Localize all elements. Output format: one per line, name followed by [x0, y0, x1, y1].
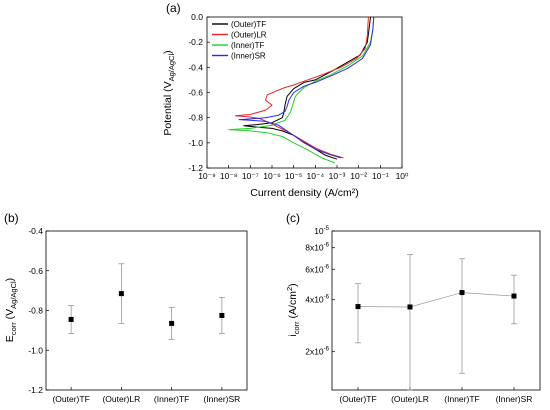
panel-a-legend-label: (Inner)TF: [231, 41, 264, 50]
panel-a-legend: (Outer)TF (Outer)LR(Inner)TF (Inner)SR: [212, 20, 267, 61]
panel-c-data-point: [407, 304, 413, 310]
panel-a-x-tick-label: 10⁻⁴: [307, 171, 325, 181]
panel-c-x-tick-label: (Inner)TF: [444, 394, 479, 404]
panel-a-series-line: [228, 16, 375, 164]
panel-b-data-point: [219, 312, 225, 318]
panel-a-label: (a): [166, 1, 181, 15]
panel-c-y-tick-label: 2x10-6: [305, 347, 329, 357]
panel-a-y-tick-label: -0.4: [188, 62, 203, 72]
panel-c-x-ticks: (Outer)TF (Outer)LR (Inner)TF (Inner)SR: [339, 387, 532, 404]
panel-a-x-tick-label: 10⁻⁸: [220, 171, 238, 181]
panel-c-y-tick-label: 4x10-6: [305, 295, 329, 305]
panel-b-y-tick-label: -0.4: [28, 226, 43, 236]
panel-a-y-tick-label: 0.0: [191, 12, 203, 22]
panel-b-label: (b): [4, 211, 19, 225]
panel-a-x-tick-label: 10⁻⁹: [198, 171, 216, 181]
panel-a-legend-label: (Inner)SR: [231, 52, 266, 61]
panel-a-x-tick-label: 10⁻⁵: [285, 171, 302, 181]
panel-b-x-tick-label: (Inner)SR: [203, 394, 240, 404]
panel-c-y-tick-label: 6x10-6: [305, 264, 329, 274]
panel-a-y-ticks: 0.0 -0.2 -0.4 -0.6 -0.8 -1.0 -1.2: [188, 12, 210, 173]
panel-c-y-tick-label: 8x10-6: [305, 243, 329, 253]
panel-a-legend-label: (Outer)LR: [231, 31, 267, 40]
panel-a-x-tick-label: 10⁻⁶: [263, 171, 280, 181]
panel-a-x-tick-label: 10⁻³: [329, 171, 346, 181]
panel-a-y-tick-label: -1.0: [188, 138, 203, 148]
panel-a-x-tick-label: 10⁻¹: [372, 171, 389, 181]
panel-b-x-ticks: (Outer)TF (Outer)LR (Inner)TF (Inner)SR: [52, 387, 240, 404]
panel-c-y-axis-title: icorr (A/cm2): [285, 283, 301, 336]
panel-b-y-tick-label: -1.2: [28, 385, 43, 395]
panel-c-data-point: [511, 293, 517, 299]
panel-a-y-tick-label: -0.2: [188, 37, 203, 47]
panel-a-series-line: [238, 16, 375, 159]
panel-a-x-ticks: 10⁻⁹ 10⁻⁸ 10⁻⁷ 10⁻⁶ 10⁻⁵ 10⁻⁴ 10⁻³ 10⁻² 10⁻¹ 10⁰: [198, 165, 409, 181]
panel-a-series: [228, 16, 375, 164]
panel-b-data-point: [118, 291, 124, 297]
panel-a-x-tick-label: 10⁰: [396, 171, 409, 181]
panel-b-y-tick-label: -0.8: [28, 306, 43, 316]
panel-a-x-axis-title: Current density (A/cm²): [250, 187, 359, 199]
panel-c-plot-frame: [331, 230, 541, 391]
panel-c-data-point: [355, 304, 361, 310]
panel-c-points: [355, 254, 517, 391]
panel-b-x-tick-label: (Inner)TF: [154, 394, 189, 404]
panel-c-corrosion-current: (c) 10-5 8x10-6 6x10-6 4x10-6 2x10-6 (Outer)…: [285, 211, 541, 404]
panel-b-data-point: [68, 316, 74, 322]
panel-b-y-tick-label: -0.6: [28, 266, 43, 276]
panel-c-x-tick-label: (Outer)LR: [391, 394, 429, 404]
panel-a-x-tick-label: 10⁻²: [350, 171, 367, 181]
panel-a-y-tick-label: -0.6: [188, 88, 203, 98]
panel-b-y-axis-title: Ecorr (VAg/AgCl): [4, 278, 18, 342]
panel-a-y-tick-label: -1.2: [188, 163, 203, 173]
panel-b-corrosion-potential: (b) -0.4-0.6-0.8-1.0-1.2 (Outer)TF (Outer…: [4, 211, 248, 404]
panel-a-x-tick-label: 10⁻⁷: [242, 171, 259, 181]
panel-b-data-point: [169, 320, 175, 326]
panel-b-plot-frame: [45, 230, 248, 391]
panel-c-x-tick-label: (Inner)SR: [496, 394, 533, 404]
panel-b-x-tick-label: (Outer)LR: [102, 394, 140, 404]
panel-a-plot-frame: [206, 16, 403, 169]
panel-b-points: [68, 263, 225, 340]
panel-b-y-tick-label: -1.0: [28, 345, 43, 355]
panel-a-legend-label: (Outer)TF: [231, 20, 266, 29]
panel-c-x-tick-label: (Outer)TF: [339, 394, 376, 404]
panel-c-connecting-line: [357, 292, 515, 308]
panel-a-y-axis-title: Potential (VAg/AgCl): [162, 50, 176, 135]
panel-c-label: (c): [286, 211, 300, 225]
panel-a-y-tick-label: -0.8: [188, 113, 203, 123]
panel-c-y-ticks: 10-5 8x10-6 6x10-6 4x10-6 2x10-6: [305, 226, 335, 357]
panel-a-polarization-curves: (a) 10⁻⁹ 10⁻⁸ 10⁻⁷ 10⁻⁶ 10⁻⁵ 10⁻⁴ 10⁻³ 10⁻² 10⁻¹…: [162, 1, 409, 199]
panel-b-x-tick-label: (Outer)TF: [52, 394, 89, 404]
panel-b-y-ticks: -0.4 -0.6 -0.8 -1.0 -1.2: [28, 226, 49, 395]
panel-c-data-point: [459, 290, 465, 296]
panel-c-y-tick-label: 10-5: [314, 226, 329, 236]
